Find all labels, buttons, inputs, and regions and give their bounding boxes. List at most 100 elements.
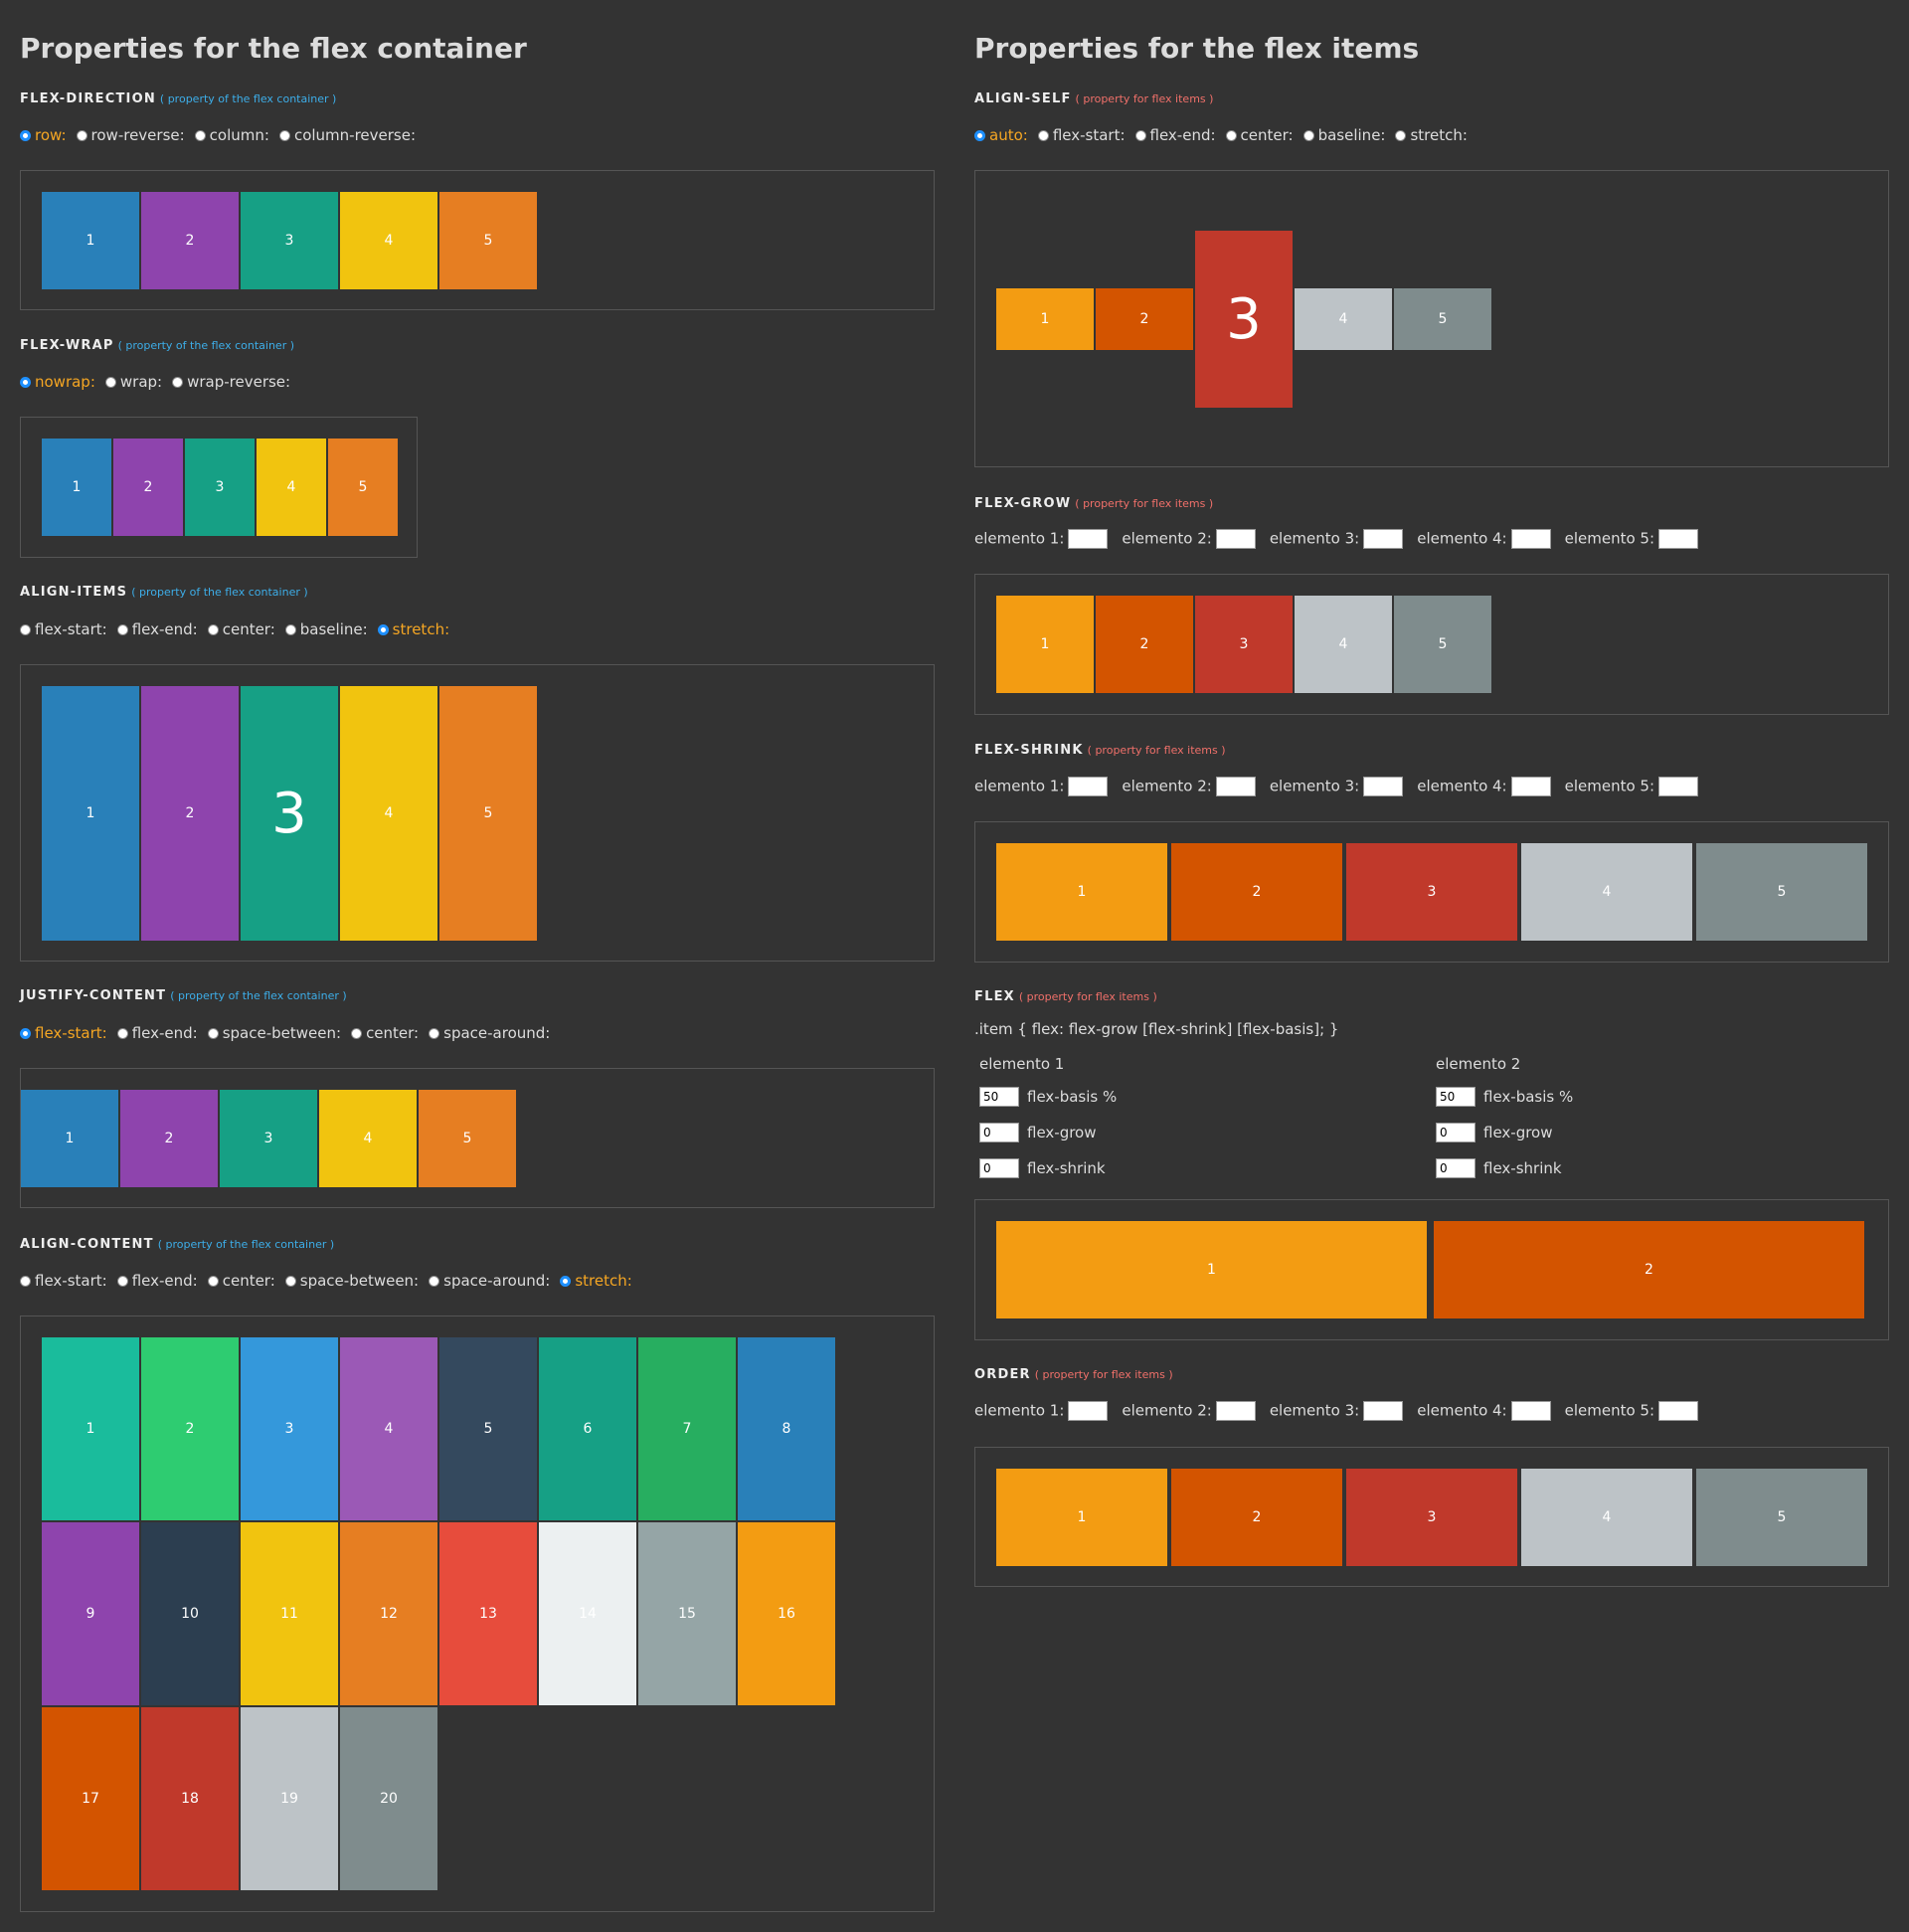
radio-button-icon[interactable]	[429, 1275, 440, 1287]
element-value-input[interactable]	[1215, 1401, 1256, 1421]
radio-button-icon[interactable]	[1134, 129, 1146, 141]
radio-button-icon[interactable]	[207, 1275, 219, 1287]
radio-button-icon[interactable]	[278, 129, 290, 141]
radio-option[interactable]: space-around:	[429, 1272, 550, 1290]
element-value-input[interactable]	[1510, 1401, 1551, 1421]
radio-option[interactable]: stretch:	[1395, 126, 1468, 144]
element-input-label: elemento 2:	[1122, 777, 1212, 795]
flex-item: 13	[439, 1522, 537, 1705]
flex-element-1-shrink-input[interactable]: 0	[979, 1158, 1019, 1178]
radio-button-icon[interactable]	[974, 129, 985, 141]
flex-item: 1	[996, 1469, 1167, 1566]
radio-button-icon[interactable]	[20, 376, 31, 388]
radio-option[interactable]: wrap-reverse:	[172, 373, 290, 391]
radio-option[interactable]: column:	[194, 126, 269, 144]
radio-option[interactable]: row-reverse:	[76, 126, 185, 144]
radio-button-icon[interactable]	[429, 1027, 440, 1039]
radio-option[interactable]: center:	[207, 1272, 275, 1290]
element-input-label: elemento 3:	[1269, 1401, 1360, 1420]
radio-button-icon[interactable]	[76, 129, 87, 141]
radio-button-icon[interactable]	[194, 129, 206, 141]
radio-button-icon[interactable]	[1302, 129, 1314, 141]
element-value-input[interactable]	[1068, 529, 1109, 549]
flex-item: 17	[42, 1707, 139, 1890]
element-value-input[interactable]	[1363, 529, 1404, 549]
element-value-input[interactable]	[1658, 777, 1699, 796]
radio-button-icon[interactable]	[377, 623, 389, 635]
element-value-input[interactable]	[1068, 1401, 1109, 1421]
radio-button-icon[interactable]	[116, 1275, 128, 1287]
radio-button-icon[interactable]	[104, 376, 116, 388]
radio-option[interactable]: auto:	[974, 126, 1028, 144]
radio-option[interactable]: flex-start:	[20, 1272, 107, 1290]
flex-element-2-basis-input[interactable]: 50	[1436, 1087, 1475, 1107]
flex-element-1-basis-input[interactable]: 50	[979, 1087, 1019, 1107]
flex-item: 5	[328, 439, 398, 536]
element-value-input[interactable]	[1363, 1401, 1404, 1421]
radio-button-icon[interactable]	[284, 623, 296, 635]
flex-element-2-controls: elemento 2 50 flex-basis % 0 flex-grow 0 fl…	[1436, 1055, 1573, 1186]
element-value-input[interactable]	[1363, 777, 1404, 796]
radio-option[interactable]: flex-start:	[20, 1024, 107, 1042]
radio-option[interactable]: flex-end:	[116, 1024, 198, 1042]
radio-button-icon[interactable]	[20, 623, 31, 635]
flex-item: 12	[340, 1522, 437, 1705]
radio-option[interactable]: space-around:	[429, 1024, 550, 1042]
flex-item: 4	[257, 439, 326, 536]
radio-button-icon[interactable]	[20, 129, 31, 141]
radio-option[interactable]: stretch:	[560, 1272, 632, 1290]
radio-button-icon[interactable]	[284, 1275, 296, 1287]
flex-element-1-grow-input[interactable]: 0	[979, 1123, 1019, 1142]
radio-option-label: flex-end:	[131, 1024, 198, 1042]
radio-option[interactable]: column-reverse:	[278, 126, 416, 144]
radio-option[interactable]: flex-start:	[1037, 126, 1126, 144]
element-input-label: elemento 5:	[1564, 529, 1655, 548]
element-input-label: elemento 1:	[974, 777, 1065, 795]
flex-item: 5	[439, 1337, 537, 1520]
radio-button-icon[interactable]	[351, 1027, 363, 1039]
radio-option[interactable]: nowrap:	[20, 373, 95, 391]
radio-option[interactable]: flex-end:	[116, 1272, 198, 1290]
flex-wrap-heading: FLEX-WRAP( property of the flex containe…	[20, 334, 294, 353]
radio-option[interactable]: center:	[1225, 126, 1294, 144]
radio-option[interactable]: stretch:	[377, 620, 449, 638]
radio-option[interactable]: wrap:	[104, 373, 162, 391]
flex-item: 3	[241, 686, 338, 941]
radio-button-icon[interactable]	[116, 1027, 128, 1039]
element-value-input[interactable]	[1510, 777, 1551, 796]
radio-option[interactable]: flex-end:	[116, 620, 198, 638]
radio-option[interactable]: flex-start:	[20, 620, 107, 638]
flex-element-2-grow-input[interactable]: 0	[1436, 1123, 1475, 1142]
flex-item: 2	[141, 1337, 239, 1520]
element-value-input[interactable]	[1658, 1401, 1699, 1421]
radio-option[interactable]: space-between:	[284, 1272, 419, 1290]
radio-option[interactable]: baseline:	[1302, 126, 1385, 144]
radio-button-icon[interactable]	[1037, 129, 1049, 141]
radio-option[interactable]: center:	[351, 1024, 419, 1042]
radio-button-icon[interactable]	[20, 1275, 31, 1287]
radio-button-icon[interactable]	[207, 1027, 219, 1039]
radio-button-icon[interactable]	[1225, 129, 1237, 141]
radio-button-icon[interactable]	[560, 1275, 572, 1287]
radio-button-icon[interactable]	[116, 623, 128, 635]
flex-item: 3	[1195, 596, 1293, 693]
element-value-input[interactable]	[1215, 529, 1256, 549]
element-input-label: elemento 3:	[1269, 777, 1360, 795]
radio-option[interactable]: center:	[207, 620, 275, 638]
element-input-label: elemento 1:	[974, 529, 1065, 548]
element-value-input[interactable]	[1658, 529, 1699, 549]
radio-button-icon[interactable]	[207, 623, 219, 635]
element-value-input[interactable]	[1215, 777, 1256, 796]
element-value-input[interactable]	[1068, 777, 1109, 796]
radio-option[interactable]: space-between:	[207, 1024, 341, 1042]
flex-item: 4	[1521, 1469, 1692, 1566]
radio-option[interactable]: flex-end:	[1134, 126, 1216, 144]
radio-option[interactable]: row:	[20, 126, 67, 144]
radio-button-icon[interactable]	[1395, 129, 1407, 141]
radio-button-icon[interactable]	[172, 376, 184, 388]
radio-option[interactable]: baseline:	[284, 620, 368, 638]
radio-button-icon[interactable]	[20, 1027, 31, 1039]
element-value-input[interactable]	[1510, 529, 1551, 549]
flex-element-2-shrink-input[interactable]: 0	[1436, 1158, 1475, 1178]
